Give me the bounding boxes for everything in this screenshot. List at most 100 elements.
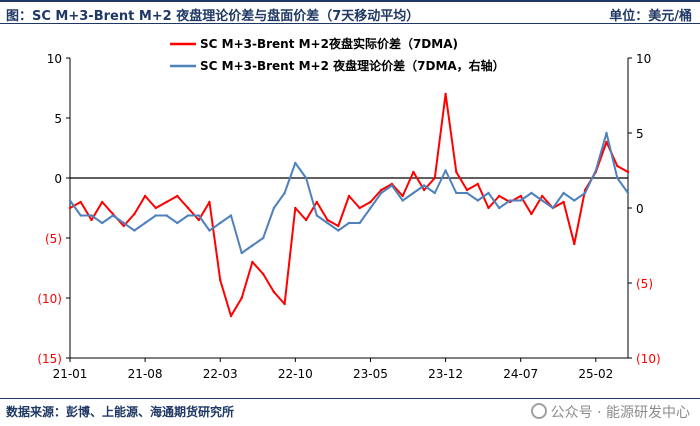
data-point-theory xyxy=(111,214,115,217)
x-tick-label: 22-10 xyxy=(278,367,313,381)
data-point-actual xyxy=(240,296,243,300)
chart-title: 图：SC M+3-Brent M+2 夜盘理论价差与盘面价差（7天移动平均） xyxy=(6,9,420,24)
data-point-actual xyxy=(101,200,104,204)
data-point-theory xyxy=(262,236,265,240)
data-point-theory xyxy=(369,206,372,210)
data-point-actual xyxy=(519,194,522,198)
data-point-actual xyxy=(369,200,372,204)
data-point-actual xyxy=(530,212,533,216)
data-point-theory xyxy=(101,221,104,225)
data-point-actual xyxy=(455,170,458,174)
data-point-actual xyxy=(433,176,436,180)
chart-legend: SC M+3-Brent M+2夜盘实际价差（7DMA) SC M+3-Bren… xyxy=(170,36,505,73)
legend-label-theory: SC M+3-Brent M+2 夜盘理论价差（7DMA，右轴） xyxy=(200,58,505,73)
data-point-actual xyxy=(412,170,415,174)
data-point-actual xyxy=(626,170,630,174)
data-point-theory xyxy=(487,191,490,195)
data-point-actual xyxy=(541,194,544,198)
chart-series xyxy=(68,92,630,318)
data-point-theory xyxy=(219,221,222,225)
left-tick-label: 5 xyxy=(54,112,62,126)
data-point-theory xyxy=(315,214,318,217)
data-point-actual xyxy=(154,206,157,210)
watermark-text: 公众号 · 能源研发中心 xyxy=(550,405,690,421)
data-point-theory xyxy=(143,221,147,225)
data-point-theory xyxy=(594,169,597,172)
data-point-theory xyxy=(401,199,404,202)
data-point-actual xyxy=(487,206,490,210)
data-point-theory xyxy=(616,176,619,180)
data-point-theory xyxy=(294,161,297,165)
data-point-theory xyxy=(605,131,608,135)
data-point-theory xyxy=(380,191,383,195)
left-tick-label: 10 xyxy=(47,52,62,66)
data-point-actual xyxy=(401,194,404,198)
data-point-actual xyxy=(294,206,297,210)
right-tick-label: 10 xyxy=(636,52,651,66)
data-point-actual xyxy=(208,200,211,204)
right-tick-label: (10) xyxy=(636,352,661,366)
left-tick-label: (15) xyxy=(37,352,62,366)
source-bar: 数据来源：彭博、上能源、海通期货研究所 公众号 · 能源研发中心 xyxy=(0,398,700,424)
series-line-actual xyxy=(69,93,629,317)
data-point-theory xyxy=(272,206,276,210)
data-point-actual xyxy=(68,206,72,210)
data-point-actual xyxy=(90,218,93,222)
watermark: 公众号 · 能源研发中心 xyxy=(530,402,690,422)
data-point-theory xyxy=(508,199,512,202)
title-bar: 图：SC M+3-Brent M+2 夜盘理论价差与盘面价差（7天移动平均） 单… xyxy=(0,0,700,24)
data-point-actual xyxy=(498,194,501,198)
unit-label: 单位：美元/桶 xyxy=(609,9,692,24)
data-point-theory xyxy=(304,176,308,180)
data-source: 数据来源：彭博、上能源、海通期货研究所 xyxy=(6,405,235,419)
data-point-theory xyxy=(326,221,329,225)
right-tick-label: 0 xyxy=(636,202,644,216)
data-point-theory xyxy=(79,214,82,217)
legend-label-actual: SC M+3-Brent M+2夜盘实际价差（7DMA) xyxy=(200,36,458,51)
data-point-actual xyxy=(605,140,608,144)
data-point-actual xyxy=(272,290,276,294)
data-point-theory xyxy=(541,199,544,202)
data-point-theory xyxy=(208,229,211,232)
data-point-actual xyxy=(476,182,479,186)
data-point-theory xyxy=(390,184,394,187)
left-tick-label: (5) xyxy=(45,232,62,246)
data-point-actual xyxy=(197,218,200,222)
data-point-theory xyxy=(519,199,522,202)
data-point-actual xyxy=(251,260,254,264)
wechat-icon xyxy=(530,403,547,419)
data-point-actual xyxy=(283,302,286,306)
left-tick-label: (10) xyxy=(37,292,62,306)
x-tick-label: 21-08 xyxy=(128,367,163,381)
x-tick-label: 23-12 xyxy=(428,367,463,381)
data-point-theory xyxy=(455,191,458,195)
data-point-actual xyxy=(165,200,168,204)
x-tick-label: 25-02 xyxy=(578,367,613,381)
data-point-actual xyxy=(219,278,222,282)
data-point-theory xyxy=(476,199,479,202)
data-point-theory xyxy=(444,169,447,172)
data-point-actual xyxy=(186,206,190,210)
chart: 10 5 0 (5) (10) (15) 10 5 0 (5) (10) 21-01 21-08 22-0… xyxy=(37,36,660,381)
data-point-theory xyxy=(176,221,179,225)
data-point-theory xyxy=(498,206,501,210)
data-point-theory xyxy=(347,221,351,225)
data-point-actual xyxy=(304,218,308,222)
data-point-theory xyxy=(337,229,340,232)
data-point-actual xyxy=(143,194,147,198)
x-tick-label: 23-05 xyxy=(353,367,388,381)
data-point-theory xyxy=(197,214,200,217)
data-point-theory xyxy=(240,251,243,255)
data-point-theory xyxy=(626,191,630,195)
data-point-actual xyxy=(262,272,265,276)
series-line-theory xyxy=(69,132,629,254)
data-point-theory xyxy=(90,214,93,217)
chart-tick-labels: 10 5 0 (5) (10) (15) 10 5 0 (5) (10) 21-01 21-08 22-0… xyxy=(37,52,660,381)
x-tick-label: 21-01 xyxy=(53,367,88,381)
data-point-theory xyxy=(465,191,469,195)
data-point-theory xyxy=(133,229,136,232)
data-point-actual xyxy=(380,188,383,192)
data-point-theory xyxy=(573,199,576,202)
data-point-actual xyxy=(422,188,426,192)
data-point-theory xyxy=(412,191,415,195)
